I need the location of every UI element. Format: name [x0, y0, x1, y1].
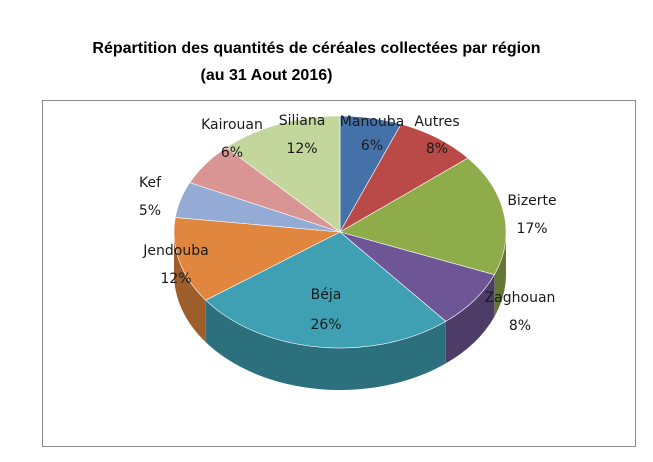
slice-value-zaghouan: 8%	[509, 318, 531, 334]
pie-side-zaghouan	[445, 274, 495, 364]
slice-value-beja: 26%	[310, 317, 341, 333]
pie-side-beja	[205, 300, 446, 391]
slice-value-manouba: 6%	[361, 138, 383, 154]
slice-label-jendouba: Jendouba	[142, 243, 208, 259]
pie-side-bizerte	[494, 232, 506, 317]
slice-label-kef: Kef	[139, 175, 162, 191]
chart-title: Répartition des quantités de céréales co…	[92, 40, 541, 57]
pie-slice-jendouba	[173, 217, 342, 301]
slice-value-kairouan: 6%	[221, 145, 243, 161]
pie-slice-siliana	[225, 115, 341, 233]
slice-label-beja: Béja	[311, 287, 342, 303]
slice-label-zaghouan: Zaghouan	[485, 290, 556, 306]
slice-value-siliana: 12%	[286, 141, 317, 157]
slice-label-kairouan: Kairouan	[201, 117, 263, 133]
slice-value-bizerte: 17%	[516, 221, 547, 237]
slice-label-siliana: Siliana	[279, 113, 326, 129]
slice-label-bizerte: Bizerte	[507, 193, 556, 209]
pie-tops	[173, 115, 507, 349]
pie-slice-beja	[205, 231, 447, 349]
slice-value-kef: 5%	[139, 203, 161, 219]
slice-label-autres: Autres	[414, 114, 459, 130]
chart-subtitle: (au 31 Aout 2016)	[200, 67, 333, 84]
slice-value-jendouba: 12%	[160, 271, 191, 287]
pie-slice-bizerte	[339, 157, 507, 276]
slice-label-manouba: Manouba	[340, 114, 404, 130]
pie-labels: Manouba 6% Autres 8% Bizerte 17% Zaghouan 8% Béj…	[139, 113, 557, 334]
pie-sides	[174, 232, 506, 391]
pie-side-jendouba	[174, 232, 206, 343]
chart-frame	[42, 100, 636, 447]
slice-value-autres: 8%	[426, 141, 448, 157]
